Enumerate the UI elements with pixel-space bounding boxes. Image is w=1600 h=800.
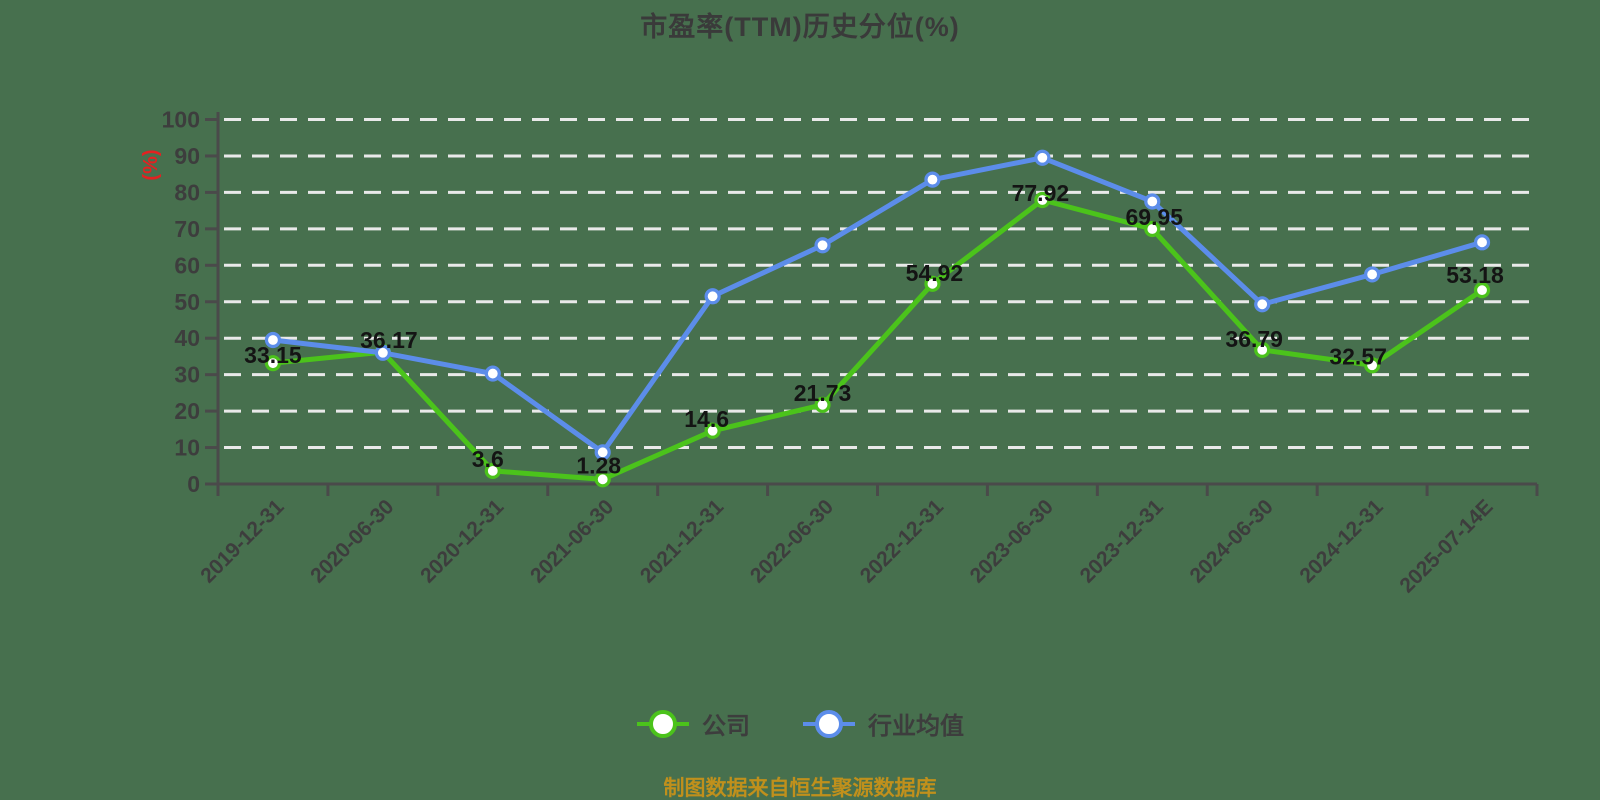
y-tick-label: 50 [174,289,200,315]
data-point-label: 21.73 [794,380,852,406]
data-point-label: 77.92 [1012,180,1070,206]
x-tick-label: 2024-06-30 [1186,495,1278,587]
series-line-industry [270,155,1485,455]
x-tick-label: 2023-12-31 [1076,495,1168,587]
data-point-marker [1254,341,1271,359]
y-tick-label: 10 [174,435,200,461]
x-tick-label: 2024-12-31 [1295,495,1387,587]
data-point-label: 1.28 [576,452,621,478]
data-point-marker [374,344,391,361]
y-tick-label: 90 [174,143,200,169]
data-point-label: 36.79 [1225,326,1283,352]
data-point-label: 69.95 [1126,204,1184,230]
x-tick-label: 2025-07-14E [1395,495,1497,597]
data-point-marker [814,396,831,413]
data-point-marker [264,355,282,372]
data-point-label: 33.15 [244,342,302,368]
y-axis-unit-label: (%) [140,149,162,180]
y-tick-label: 0 [187,471,200,497]
data-point-label: 3.6 [472,446,504,472]
data-point-marker [484,462,501,479]
x-tick-label: 2021-12-31 [636,495,728,587]
data-point-marker [924,171,941,188]
legend-label-industry: 行业均值 [868,713,964,740]
data-point-marker [1144,220,1161,238]
industry-series-marker-icon [803,709,855,738]
legend-label-company: 公司 [702,713,750,740]
data-point-marker [1364,357,1381,374]
chart-title: 市盈率(TTM)历史分位(%) [640,12,960,42]
data-point-marker [594,471,611,488]
data-point-marker [924,275,941,292]
data-point-marker [264,331,282,349]
y-tick-label: 20 [174,398,200,424]
x-tick-label: 2022-12-31 [856,495,948,587]
data-point-marker [1144,193,1161,210]
data-point-marker [704,288,721,305]
data-point-marker [704,422,721,439]
y-tick-label: 30 [174,362,200,388]
data-point-marker [1254,296,1271,313]
legend-item-company[interactable]: 公司 [636,706,750,741]
data-point-label: 32.57 [1329,343,1387,369]
data-point-label: 54.92 [906,260,964,286]
y-tick-label: 80 [174,179,200,205]
data-point-label: 53.18 [1446,262,1504,288]
data-point-label: 36.17 [360,327,418,353]
data-source-note: 制图数据来自恒生聚源数据库 [663,777,937,800]
legend: 公司 行业均值 [0,706,1600,741]
data-point-marker [1473,234,1491,251]
x-tick-label: 2019-12-31 [196,495,288,587]
x-tick-label: 2023-06-30 [966,495,1058,587]
x-tick-label: 2020-06-30 [306,495,398,587]
data-point-marker [1034,191,1051,209]
data-point-marker [1034,149,1051,166]
y-tick-label: 70 [174,216,200,242]
data-point-label: 14.6 [684,406,729,432]
data-point-marker [1473,282,1491,299]
data-point-marker [1364,266,1381,283]
company-series-marker-icon [637,709,689,738]
y-tick-label: 40 [174,325,200,351]
x-tick-label: 2022-06-30 [746,495,838,587]
legend-item-industry[interactable]: 行业均值 [802,706,964,741]
data-point-marker [484,365,501,382]
series-line-company [270,197,1485,482]
data-point-marker [814,237,831,254]
x-tick-label: 2020-12-31 [416,495,508,587]
y-tick-label: 60 [174,252,200,278]
y-tick-label: 100 [162,107,200,133]
x-tick-label: 2021-06-30 [526,495,618,587]
data-point-marker [594,444,611,461]
